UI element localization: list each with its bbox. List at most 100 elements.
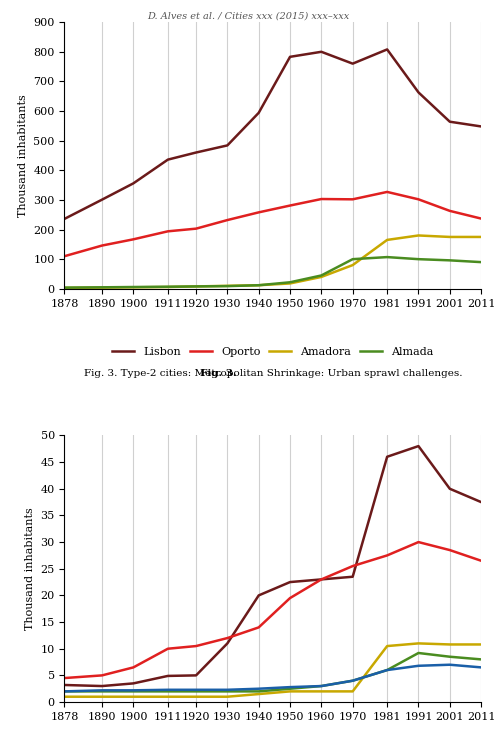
Vila Nova de Santo André — [256, 689, 262, 698]
Oporto — [99, 241, 105, 250]
Barreiro — [193, 671, 199, 680]
Barreiro — [130, 679, 136, 688]
Amadora — [99, 283, 105, 292]
Barreiro — [62, 681, 67, 689]
Amadora — [193, 282, 199, 291]
Lisbon — [62, 214, 67, 223]
Barreiro — [99, 681, 105, 690]
Amadora — [130, 283, 136, 292]
Oporto — [350, 195, 356, 204]
Fiães — [256, 687, 262, 696]
Barreiro — [478, 497, 484, 506]
Fiães — [99, 687, 105, 696]
Vila Nova de Santo André — [416, 639, 422, 648]
Barreiro — [287, 578, 293, 587]
Almada — [165, 282, 171, 291]
Text: D. Alves et al. / Cities xxx (2015) xxx–xxx: D. Alves et al. / Cities xxx (2015) xxx–… — [147, 11, 349, 20]
Fiães — [165, 687, 171, 696]
Fiães — [416, 649, 422, 658]
Almada — [224, 282, 230, 290]
Seia — [62, 687, 67, 696]
Barreiro — [447, 484, 453, 493]
Barreiro — [384, 452, 390, 461]
Amadora — [416, 231, 422, 240]
Oporto — [130, 235, 136, 244]
Seia — [416, 661, 422, 670]
Almada — [350, 255, 356, 264]
Seia — [99, 686, 105, 695]
Amadora — [224, 282, 230, 290]
Fiães — [384, 666, 390, 675]
Line: Amadora: Amadora — [64, 236, 481, 288]
Oporto — [256, 208, 262, 217]
Seia — [287, 683, 293, 692]
Almada — [318, 271, 324, 280]
Y-axis label: Thousand inhabitants: Thousand inhabitants — [25, 508, 35, 630]
Text: Fig. 3.: Fig. 3. — [200, 369, 237, 378]
Almada — [62, 283, 67, 292]
Oporto — [478, 214, 484, 223]
Lisbon — [224, 141, 230, 150]
Barreiro — [256, 591, 262, 600]
Lisbon — [130, 179, 136, 188]
Fiães — [130, 687, 136, 696]
Barreiro — [165, 672, 171, 681]
Fiães — [350, 676, 356, 685]
Almada — [416, 255, 422, 264]
Fiães — [478, 655, 484, 664]
Oporto — [447, 206, 453, 215]
Oporto — [318, 194, 324, 203]
Amadora — [165, 282, 171, 291]
Espinho — [165, 644, 171, 653]
Lisbon — [478, 122, 484, 131]
Lisbon — [99, 195, 105, 204]
Seia — [318, 681, 324, 690]
Lisbon — [318, 47, 324, 56]
Fiães — [447, 653, 453, 661]
Espinho — [224, 633, 230, 642]
Oporto — [165, 227, 171, 236]
Seia — [256, 684, 262, 693]
Fiães — [193, 687, 199, 696]
Espinho — [478, 556, 484, 565]
Vila Nova de Santo André — [130, 692, 136, 701]
Seia — [130, 686, 136, 695]
Amadora — [318, 273, 324, 282]
Amadora — [287, 279, 293, 288]
Almada — [384, 253, 390, 262]
Seia — [165, 685, 171, 694]
Espinho — [99, 671, 105, 680]
Lisbon — [384, 45, 390, 54]
Espinho — [384, 551, 390, 560]
Lisbon — [193, 148, 199, 157]
Vila Nova de Santo André — [224, 692, 230, 701]
Lisbon — [447, 118, 453, 126]
Oporto — [224, 216, 230, 225]
Vila Nova de Santo André — [165, 692, 171, 701]
Lisbon — [165, 155, 171, 164]
Almada — [256, 281, 262, 290]
Lisbon — [256, 109, 262, 118]
Seia — [224, 685, 230, 694]
Almada — [287, 278, 293, 287]
Seia — [193, 685, 199, 694]
Text: Fig. 3. Type-2 cities: Metropolitan Shrinkage: Urban sprawl challenges.: Fig. 3. Type-2 cities: Metropolitan Shri… — [83, 369, 462, 378]
Almada — [478, 258, 484, 267]
Vila Nova de Santo André — [384, 641, 390, 650]
Vila Nova de Santo André — [193, 692, 199, 701]
Amadora — [256, 281, 262, 290]
Amadora — [62, 284, 67, 293]
Fiães — [62, 687, 67, 696]
Line: Seia: Seia — [64, 664, 481, 692]
Fiães — [224, 687, 230, 696]
Almada — [130, 282, 136, 291]
Amadora — [447, 233, 453, 242]
Espinho — [416, 538, 422, 547]
Lisbon — [350, 59, 356, 68]
Vila Nova de Santo André — [350, 687, 356, 696]
Amadora — [478, 233, 484, 242]
Seia — [478, 663, 484, 672]
Line: Fiães: Fiães — [64, 653, 481, 692]
Almada — [99, 283, 105, 292]
Line: Lisbon: Lisbon — [64, 50, 481, 219]
